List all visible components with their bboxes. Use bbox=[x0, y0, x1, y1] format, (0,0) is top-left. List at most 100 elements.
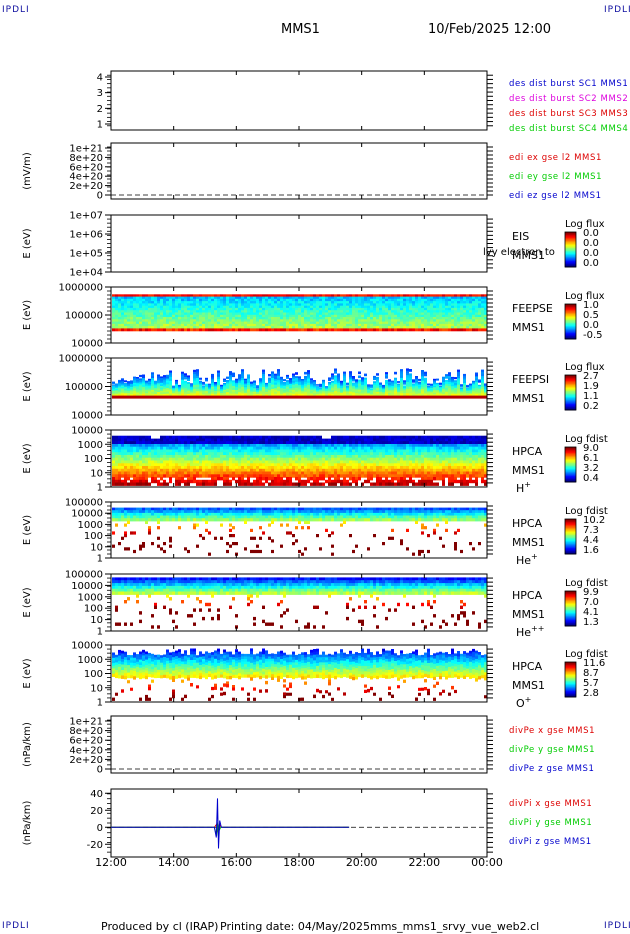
spectrogram-cell bbox=[133, 376, 136, 379]
spectrogram-cell bbox=[238, 301, 241, 304]
spectrogram-cell bbox=[238, 482, 241, 486]
spectrogram-cell bbox=[193, 380, 196, 384]
spectrogram-cell bbox=[418, 294, 421, 298]
spectrogram-cell bbox=[142, 479, 145, 484]
spectrogram-cell bbox=[466, 303, 469, 307]
spectrogram-cell bbox=[346, 301, 349, 304]
spectrogram-cell bbox=[421, 296, 424, 300]
spectrogram-cell bbox=[151, 323, 154, 327]
spectrogram-cell bbox=[289, 378, 292, 381]
spectrogram-cell bbox=[124, 390, 127, 393]
spectrogram-cell bbox=[208, 393, 211, 396]
spectrogram-cell bbox=[463, 383, 466, 386]
spectrogram-cell bbox=[268, 435, 271, 440]
spectrogram-cell bbox=[148, 466, 151, 470]
spectrogram-cell bbox=[217, 305, 220, 309]
spectrogram-cell bbox=[340, 394, 343, 397]
spectrogram-cell bbox=[193, 294, 196, 298]
spectrogram-cell bbox=[184, 479, 187, 484]
spectrogram-cell bbox=[361, 305, 364, 309]
spectrogram-cell bbox=[253, 294, 256, 298]
spectrogram-cell bbox=[226, 385, 229, 388]
spectrogram-cell bbox=[250, 305, 253, 309]
spectrogram-cell bbox=[190, 384, 193, 386]
spectrogram-cell bbox=[325, 326, 328, 329]
spectrogram-cell bbox=[283, 317, 286, 320]
spectrogram-cell bbox=[400, 298, 403, 302]
spectrogram-cell bbox=[283, 298, 286, 302]
spectrogram-cell bbox=[325, 392, 328, 395]
spectrogram-cell bbox=[295, 376, 298, 379]
spectrogram-cell bbox=[175, 466, 178, 470]
spectrogram-cell bbox=[355, 394, 358, 397]
spectrogram-cell bbox=[238, 438, 241, 442]
spectrogram-cell bbox=[445, 376, 448, 379]
spectrogram-cell bbox=[244, 435, 247, 440]
spectrogram-cell bbox=[424, 298, 427, 302]
spectrogram-cell bbox=[463, 390, 466, 393]
spectrogram-cell bbox=[184, 382, 187, 386]
spectrogram-cell bbox=[325, 305, 328, 309]
spectrogram-cell bbox=[418, 317, 421, 320]
spectrogram-cell bbox=[124, 323, 127, 327]
spectrogram-cell bbox=[130, 441, 133, 445]
spectrogram-cell bbox=[379, 392, 382, 394]
spectrogram-cell bbox=[484, 392, 487, 395]
spectrogram-cell bbox=[151, 374, 154, 377]
spectrogram-cell bbox=[469, 312, 472, 316]
spectrogram-cell bbox=[199, 380, 202, 383]
spectrogram-cell bbox=[196, 471, 199, 475]
spectrogram-cell bbox=[259, 305, 262, 309]
spectrogram-cell bbox=[217, 314, 220, 318]
spectrogram-cell bbox=[163, 317, 166, 320]
spectrogram-cell bbox=[331, 298, 334, 302]
spectrogram-cell bbox=[163, 312, 166, 316]
spectrogram-cell bbox=[196, 457, 199, 462]
spectrogram-cell bbox=[478, 312, 481, 316]
spectrogram-cell bbox=[466, 296, 469, 300]
spectrogram-cell bbox=[331, 305, 334, 309]
spectrogram-cell bbox=[442, 305, 445, 309]
spectrogram-cell bbox=[274, 321, 277, 325]
spectrogram-cell bbox=[346, 310, 349, 314]
spectrogram-cell bbox=[193, 378, 196, 382]
spectrogram-cell bbox=[160, 471, 163, 475]
spectrogram-cell bbox=[328, 310, 331, 314]
spectrogram-cell bbox=[157, 449, 160, 453]
spectrogram-cell bbox=[271, 375, 274, 379]
spectrogram-cell bbox=[154, 463, 157, 467]
spectrogram-cell bbox=[124, 477, 127, 481]
spectrogram-cell bbox=[283, 482, 286, 486]
spectrogram-cell bbox=[277, 466, 280, 470]
panel-feepse-tick-label: 10000 bbox=[71, 339, 103, 350]
spectrogram-cell bbox=[457, 317, 460, 320]
spectrogram-cell bbox=[202, 319, 205, 323]
spectrogram-cell bbox=[121, 328, 124, 332]
spectrogram-cell bbox=[280, 392, 283, 395]
spectrogram-cell bbox=[244, 474, 247, 478]
spectrogram-cell bbox=[127, 328, 130, 332]
spectrogram-cell bbox=[433, 326, 436, 329]
spectrogram-cell bbox=[298, 452, 301, 456]
spectrogram-cell bbox=[187, 388, 190, 392]
spectrogram-cell bbox=[226, 328, 229, 332]
spectrogram-cell bbox=[130, 310, 133, 314]
spectrogram-cell bbox=[349, 373, 352, 376]
spectrogram-cell bbox=[250, 310, 253, 314]
spectrogram-cell bbox=[271, 444, 274, 448]
spectrogram-cell bbox=[163, 474, 166, 478]
spectrogram-cell bbox=[193, 466, 196, 470]
spectrogram-cell bbox=[154, 321, 157, 325]
spectrogram-cell bbox=[181, 435, 184, 440]
panel-feepse-colorbar-cell bbox=[565, 327, 576, 330]
spectrogram-cell bbox=[481, 389, 484, 392]
spectrogram-cell bbox=[139, 294, 142, 298]
spectrogram-cell bbox=[346, 387, 349, 389]
spectrogram-cell bbox=[178, 321, 181, 325]
spectrogram-cell bbox=[136, 449, 139, 453]
spectrogram-cell bbox=[451, 310, 454, 314]
spectrogram-cell bbox=[262, 463, 265, 467]
spectrogram-cell bbox=[190, 479, 193, 484]
spectrogram-cell bbox=[211, 477, 214, 481]
spectrogram-cell bbox=[478, 387, 481, 390]
